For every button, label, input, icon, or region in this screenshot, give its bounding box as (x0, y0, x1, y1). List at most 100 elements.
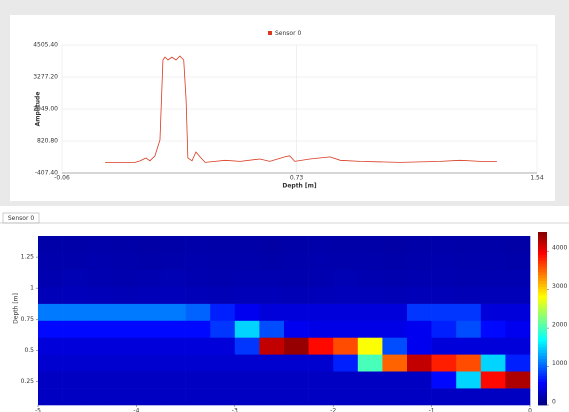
heat-cell (407, 269, 432, 287)
colorbar-segment (538, 295, 547, 299)
heat-cell (136, 320, 162, 338)
heat-cell (357, 354, 383, 372)
heat-cell (357, 236, 383, 254)
heat-cell (382, 371, 408, 389)
x-tick-label: 1.54 (530, 175, 544, 182)
colorbar-label: 1000 (552, 360, 567, 367)
colorbar-segment (538, 255, 547, 259)
heat-cell (407, 354, 432, 372)
heat-cell (333, 303, 359, 321)
colorbar-segment (538, 399, 547, 403)
colorbar-segment (538, 281, 547, 285)
heat-cell (234, 371, 260, 389)
heat-cell (505, 388, 531, 406)
colorbar-segment (538, 338, 547, 342)
heat-cell (456, 354, 482, 372)
heat-cell (308, 236, 334, 254)
heat-cell (111, 388, 137, 406)
heat-cell (87, 371, 113, 389)
heat-cell (210, 337, 236, 355)
heat-cell (185, 354, 211, 372)
heat-cell (284, 354, 309, 372)
heat-cell (210, 303, 236, 321)
heat-cell (480, 337, 506, 355)
colorbar-segment (538, 347, 547, 351)
heat-cell (210, 269, 236, 287)
legend-swatch (268, 31, 272, 35)
heat-cell (87, 320, 113, 338)
heat-cell (284, 269, 309, 287)
heat-cell (259, 337, 285, 355)
heat-cell (284, 388, 309, 406)
heat-cell (456, 269, 482, 287)
heat-cell (136, 354, 162, 372)
heat-cell (87, 303, 113, 321)
line-series (105, 55, 497, 163)
chart-card (10, 15, 555, 201)
heat-cell (234, 388, 260, 406)
heat-cell (431, 269, 457, 287)
colorbar-segment (538, 332, 547, 337)
heat-cell (111, 236, 137, 254)
heat-cell (234, 252, 260, 271)
heat-cell (161, 337, 186, 355)
heat-cell (480, 286, 506, 304)
heat-cell (38, 337, 63, 355)
y-tick-label: 3277.20 (33, 74, 58, 81)
heat-cell (308, 354, 334, 372)
x-tick-label: -5 (35, 408, 41, 412)
heat-cell (111, 303, 137, 321)
tab-label[interactable]: Sensor 0 (8, 215, 34, 222)
colorbar-segment (538, 240, 547, 244)
colorbar-segment (538, 381, 547, 386)
heat-cell (480, 320, 506, 338)
heat-cell (234, 236, 260, 254)
heat-cell (161, 388, 186, 406)
heat-cell (505, 269, 531, 287)
colorbar-label: 0 (552, 399, 556, 406)
heat-cell (185, 388, 211, 406)
colorbar-segment (538, 379, 547, 383)
y-tick-label: 820.80 (37, 138, 58, 145)
heat-cell (284, 303, 309, 321)
heat-cell (259, 303, 285, 321)
heat-cell (357, 320, 383, 338)
colorbar-segment (538, 269, 547, 273)
heat-cell (407, 337, 432, 355)
heat-cell (185, 236, 211, 254)
heat-cell (185, 337, 211, 355)
colorbar-segment (538, 232, 547, 236)
y-axis-label: Depth [m] (13, 293, 20, 324)
heat-cell (382, 252, 408, 271)
colorbar-segment (538, 370, 547, 374)
heat-cell (357, 286, 383, 304)
heat-cell (111, 354, 137, 372)
heat-cell (259, 354, 285, 372)
heat-cell (431, 252, 457, 271)
heat-cell (456, 337, 482, 355)
y-tick-label: 1.25 (21, 254, 35, 261)
heat-cell (210, 286, 236, 304)
heat-cell (382, 337, 408, 355)
heat-cell (333, 337, 359, 355)
heat-cell (38, 236, 63, 254)
heat-cell (505, 320, 531, 338)
heat-cell (62, 236, 88, 254)
heat-cell (284, 337, 309, 355)
heat-cell (136, 236, 162, 254)
colorbar-segment (538, 306, 547, 311)
heat-cell (480, 388, 506, 406)
heat-cell (111, 371, 137, 389)
heat-cell (62, 320, 88, 338)
heat-cell (161, 236, 186, 254)
colorbar-segment (538, 252, 547, 256)
heat-cell (38, 303, 63, 321)
heat-cell (161, 252, 186, 271)
x-tick-label: -0.06 (54, 175, 70, 182)
heat-cell (259, 388, 285, 406)
heat-cell (407, 286, 432, 304)
colorbar-segment (538, 358, 547, 363)
colorbar-segment (538, 341, 547, 345)
heat-cell (136, 388, 162, 406)
heat-cell (431, 354, 457, 372)
